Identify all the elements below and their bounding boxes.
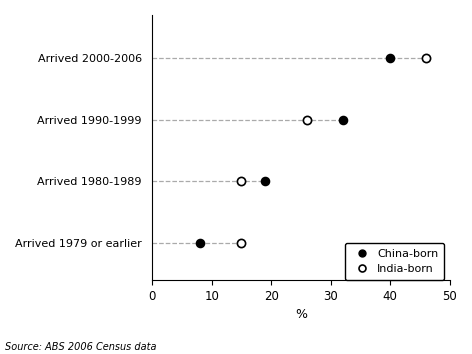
India-born [303, 117, 311, 122]
China-born [339, 117, 346, 122]
Legend: China-born, India-born: China-born, India-born [345, 243, 444, 280]
China-born [387, 55, 394, 61]
India-born [237, 240, 245, 246]
China-born [196, 240, 203, 246]
India-born [237, 178, 245, 184]
India-born [422, 55, 430, 61]
X-axis label: %: % [295, 308, 307, 321]
China-born [261, 178, 269, 184]
Text: Source: ABS 2006 Census data: Source: ABS 2006 Census data [5, 342, 156, 353]
